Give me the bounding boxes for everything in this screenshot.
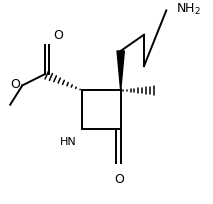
Polygon shape (117, 51, 124, 90)
Text: NH$_2$: NH$_2$ (176, 2, 201, 17)
Text: O: O (53, 29, 63, 42)
Text: O: O (10, 78, 20, 91)
Text: HN: HN (60, 137, 76, 147)
Text: O: O (115, 173, 125, 186)
